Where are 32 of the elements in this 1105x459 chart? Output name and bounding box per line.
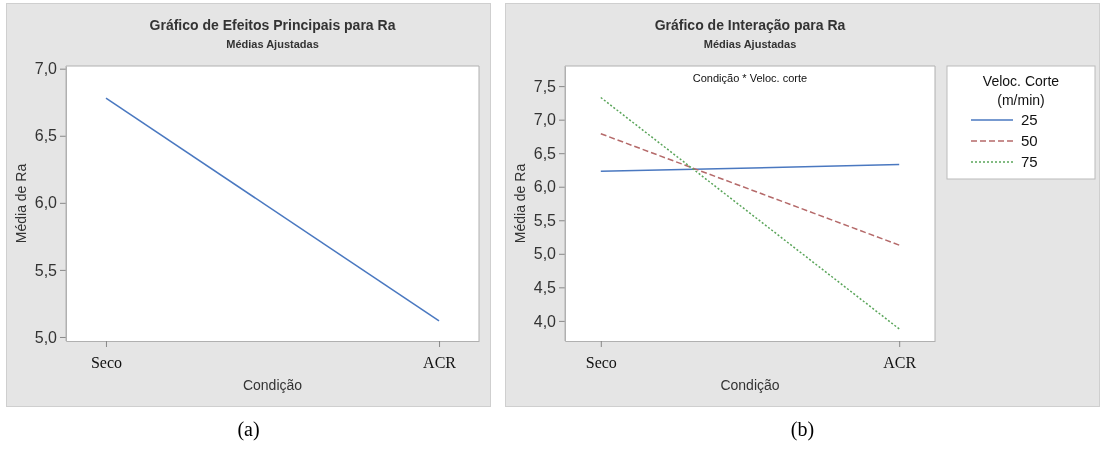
y-tick-label: 5,5 bbox=[533, 211, 557, 229]
y-tick-label: 7,0 bbox=[533, 111, 557, 129]
legend-label: 50 bbox=[1021, 132, 1038, 150]
legend-label: 25 bbox=[1021, 111, 1038, 129]
legend-title: Veloc. Corte (m/min) bbox=[982, 73, 1060, 108]
y-tick-label: 7,0 bbox=[34, 60, 58, 78]
x-tick-label: Seco bbox=[585, 353, 617, 371]
chart-title: Gráfico de Interação para Ra bbox=[654, 17, 846, 33]
text: (a) bbox=[236, 418, 261, 441]
chart-title: Gráfico de Efeitos Principais para Ra bbox=[149, 17, 396, 33]
y-tick-label: 6,0 bbox=[533, 178, 557, 196]
x-tick-label: ACR bbox=[883, 353, 917, 371]
legend-label: 75 bbox=[1021, 153, 1038, 171]
chart-subtitle: Médias Ajustadas bbox=[703, 38, 797, 50]
chart-subtitle: Médias Ajustadas bbox=[226, 38, 319, 50]
y-tick-label: 6,0 bbox=[34, 194, 58, 212]
y-axis-title: Média de Ra bbox=[13, 163, 29, 244]
y-tick-label: 5,0 bbox=[34, 328, 58, 346]
y-tick-label: 6,5 bbox=[533, 144, 557, 162]
y-tick-label: 4,5 bbox=[533, 278, 557, 296]
x-axis-title: Condição bbox=[720, 377, 780, 393]
y-tick-label: 5,0 bbox=[533, 245, 557, 263]
text: (b) bbox=[789, 418, 816, 441]
y-tick-label: 4,0 bbox=[533, 312, 557, 330]
annotation: Condição * Veloc. corte bbox=[692, 72, 808, 84]
x-tick-label: Seco bbox=[90, 353, 123, 371]
y-tick-label: 6,5 bbox=[34, 127, 58, 145]
y-tick-label: 7,5 bbox=[533, 77, 557, 95]
y-axis-title: Média de Ra bbox=[512, 163, 528, 244]
x-axis-title: Condição bbox=[242, 377, 303, 393]
x-tick-label: ACR bbox=[423, 353, 457, 371]
y-tick-label: 5,5 bbox=[34, 261, 58, 279]
